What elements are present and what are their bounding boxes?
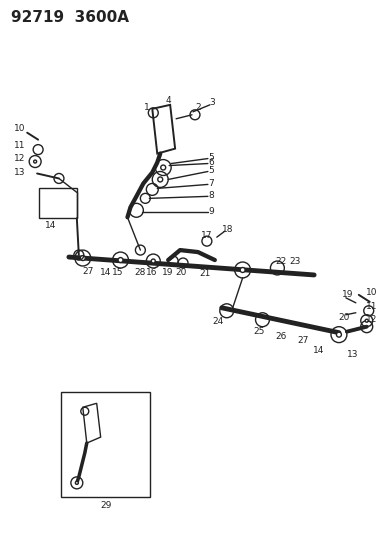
Text: 7: 7 xyxy=(208,179,214,188)
Text: 3: 3 xyxy=(209,99,215,107)
Circle shape xyxy=(80,255,85,261)
Text: 20: 20 xyxy=(338,313,349,322)
Text: 23: 23 xyxy=(290,256,301,265)
Text: 11: 11 xyxy=(13,141,25,150)
Text: 9: 9 xyxy=(208,207,214,216)
Text: 19: 19 xyxy=(162,269,174,278)
Bar xyxy=(39,188,77,218)
Text: 14: 14 xyxy=(45,221,57,230)
Text: 28: 28 xyxy=(135,269,146,278)
Text: 2: 2 xyxy=(195,103,201,112)
Text: 6: 6 xyxy=(208,158,214,167)
Text: 25: 25 xyxy=(254,327,265,336)
Circle shape xyxy=(158,177,163,182)
Bar xyxy=(61,392,150,497)
Text: 19: 19 xyxy=(342,290,354,300)
Circle shape xyxy=(336,332,341,337)
Circle shape xyxy=(151,259,155,263)
Circle shape xyxy=(161,165,166,170)
Text: 14: 14 xyxy=(100,269,111,278)
Text: 21: 21 xyxy=(199,270,210,278)
Text: 17: 17 xyxy=(201,231,213,240)
Text: 27: 27 xyxy=(82,268,93,277)
Text: 10: 10 xyxy=(366,288,377,297)
Text: 29: 29 xyxy=(100,501,111,510)
Text: 4: 4 xyxy=(166,96,171,106)
Text: 13: 13 xyxy=(13,168,25,177)
Text: 92719  3600A: 92719 3600A xyxy=(11,10,129,25)
Text: 18: 18 xyxy=(222,225,233,233)
Text: 16: 16 xyxy=(146,269,157,278)
Text: 5: 5 xyxy=(208,166,214,175)
Circle shape xyxy=(118,257,123,263)
Circle shape xyxy=(34,160,36,163)
Text: 12: 12 xyxy=(366,315,377,324)
Text: 27: 27 xyxy=(298,336,309,345)
Text: 26: 26 xyxy=(276,332,287,341)
Circle shape xyxy=(365,319,368,322)
Text: 8: 8 xyxy=(208,191,214,200)
Circle shape xyxy=(240,268,245,272)
Circle shape xyxy=(75,481,78,484)
Text: 14: 14 xyxy=(313,346,325,355)
Text: 11: 11 xyxy=(366,302,377,311)
Text: 13: 13 xyxy=(347,350,359,359)
Text: 1: 1 xyxy=(144,103,150,112)
Text: 10: 10 xyxy=(13,124,25,133)
Text: 15: 15 xyxy=(112,269,123,278)
Text: 20: 20 xyxy=(175,269,187,278)
Text: 22: 22 xyxy=(276,256,287,265)
Text: 12: 12 xyxy=(13,154,25,163)
Text: 5: 5 xyxy=(208,153,214,162)
Text: 24: 24 xyxy=(212,317,223,326)
